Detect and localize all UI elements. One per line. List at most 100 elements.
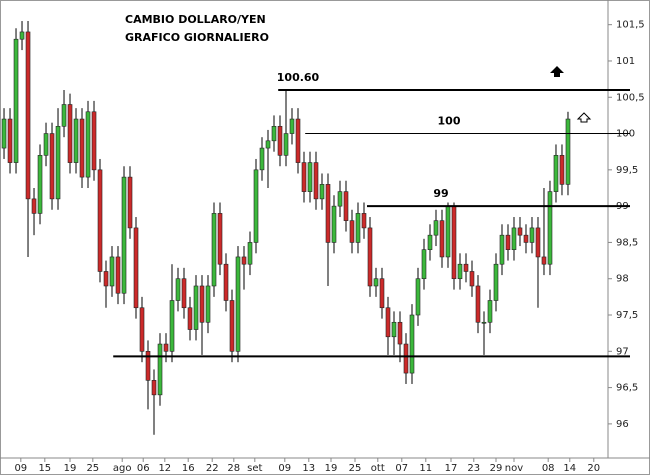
candle-body xyxy=(433,220,439,236)
candle-body xyxy=(565,118,571,185)
y-tick-label: 98,5 xyxy=(616,237,638,248)
candle-body xyxy=(289,118,295,134)
candle-body xyxy=(457,263,463,280)
x-tick-label: 25 xyxy=(349,463,362,474)
candle-body xyxy=(67,104,73,163)
candle-body xyxy=(19,31,25,40)
candle-body xyxy=(43,133,49,156)
candle-body xyxy=(343,191,349,221)
y-tick-label: 100,5 xyxy=(616,92,645,103)
candle-body xyxy=(283,133,289,156)
candle-body xyxy=(409,314,415,374)
candle-body xyxy=(127,176,133,229)
candle-body xyxy=(451,205,457,280)
candle-body xyxy=(379,278,385,309)
candle-body xyxy=(175,278,181,301)
candle-body xyxy=(487,300,493,323)
x-tick-label: nov xyxy=(505,463,523,474)
candle-body xyxy=(361,213,367,229)
y-tick-label: 97 xyxy=(616,346,629,357)
candle-body xyxy=(463,263,469,272)
candle-body xyxy=(37,155,43,214)
candle-body xyxy=(415,278,421,316)
x-tick-label: 11 xyxy=(419,463,432,474)
candle-body xyxy=(559,155,565,185)
x-tick-label: ott xyxy=(371,463,385,474)
candle-body xyxy=(301,162,307,192)
x-tick-label: 07 xyxy=(395,463,408,474)
candle-body xyxy=(439,220,445,258)
candle-body xyxy=(49,133,55,200)
candle-body xyxy=(475,285,481,323)
candle-body xyxy=(217,213,223,265)
x-tick-label: 09 xyxy=(14,463,27,474)
x-tick-label: 08 xyxy=(542,463,555,474)
candle-body xyxy=(85,111,91,178)
x-tick-label: 16 xyxy=(182,463,195,474)
candle-body xyxy=(229,300,235,352)
y-tick-label: 97,5 xyxy=(616,310,638,321)
candle-body xyxy=(523,234,529,243)
x-tick-label: 12 xyxy=(158,463,171,474)
candle-body xyxy=(1,118,7,149)
candle-body xyxy=(253,169,259,243)
candle-body xyxy=(109,256,115,287)
candle-body xyxy=(163,343,169,352)
candle-body xyxy=(133,227,139,309)
candle-body xyxy=(403,343,409,374)
candle-body xyxy=(319,184,325,200)
candle-body xyxy=(139,307,145,352)
candle-body xyxy=(295,118,301,163)
candle-body xyxy=(61,104,67,127)
candle-body xyxy=(493,263,499,301)
candle-body xyxy=(115,256,121,294)
x-tick-label: 17 xyxy=(445,463,458,474)
x-tick-label: 22 xyxy=(206,463,219,474)
candle-body xyxy=(481,321,487,324)
x-tick-label: 13 xyxy=(302,463,315,474)
x-tick-label: 25 xyxy=(86,463,99,474)
candle-body xyxy=(181,278,187,309)
candle-body xyxy=(505,234,511,250)
candle-body xyxy=(265,140,271,149)
candle-body xyxy=(241,256,247,265)
candle-body xyxy=(259,147,265,171)
candle-body xyxy=(511,227,517,250)
up-arrow-outline xyxy=(576,112,592,123)
y-tick-label: 98 xyxy=(616,274,629,285)
candle-body xyxy=(151,380,157,396)
candle-body xyxy=(73,118,79,163)
y-tick-label: 96,5 xyxy=(616,383,638,394)
candle-body xyxy=(187,307,193,330)
chart-title: CAMBIO DOLLARO/YEN xyxy=(125,13,266,26)
candle-body xyxy=(79,118,85,178)
candle-body xyxy=(535,227,541,258)
candle-body xyxy=(91,111,97,171)
x-tick-label: ago xyxy=(113,463,132,474)
candle-body xyxy=(211,213,217,287)
candle-body xyxy=(157,343,163,396)
y-tick-label: 99,5 xyxy=(616,165,638,176)
x-tick-label: 15 xyxy=(38,463,51,474)
x-tick-label: 19 xyxy=(64,463,77,474)
candle-body xyxy=(427,234,433,250)
x-tick-label: 29 xyxy=(490,463,503,474)
candle-body xyxy=(199,285,205,323)
candle-body xyxy=(169,300,175,352)
candle-body xyxy=(367,227,373,287)
candle-body xyxy=(553,155,559,192)
candle-body xyxy=(277,125,283,156)
candle-body xyxy=(337,191,343,207)
candle-body xyxy=(235,256,241,352)
chart-subtitle: GRAFICO GIORNALIERO xyxy=(125,31,269,44)
candle-body xyxy=(121,176,127,294)
candle-body xyxy=(529,227,535,243)
candle-body xyxy=(355,213,361,243)
y-tick-label: 101 xyxy=(616,56,635,67)
candle-body xyxy=(469,271,475,287)
candle-body xyxy=(307,162,313,192)
candle-body xyxy=(193,285,199,330)
candle-body xyxy=(271,125,277,142)
x-tick-label: 09 xyxy=(278,463,291,474)
